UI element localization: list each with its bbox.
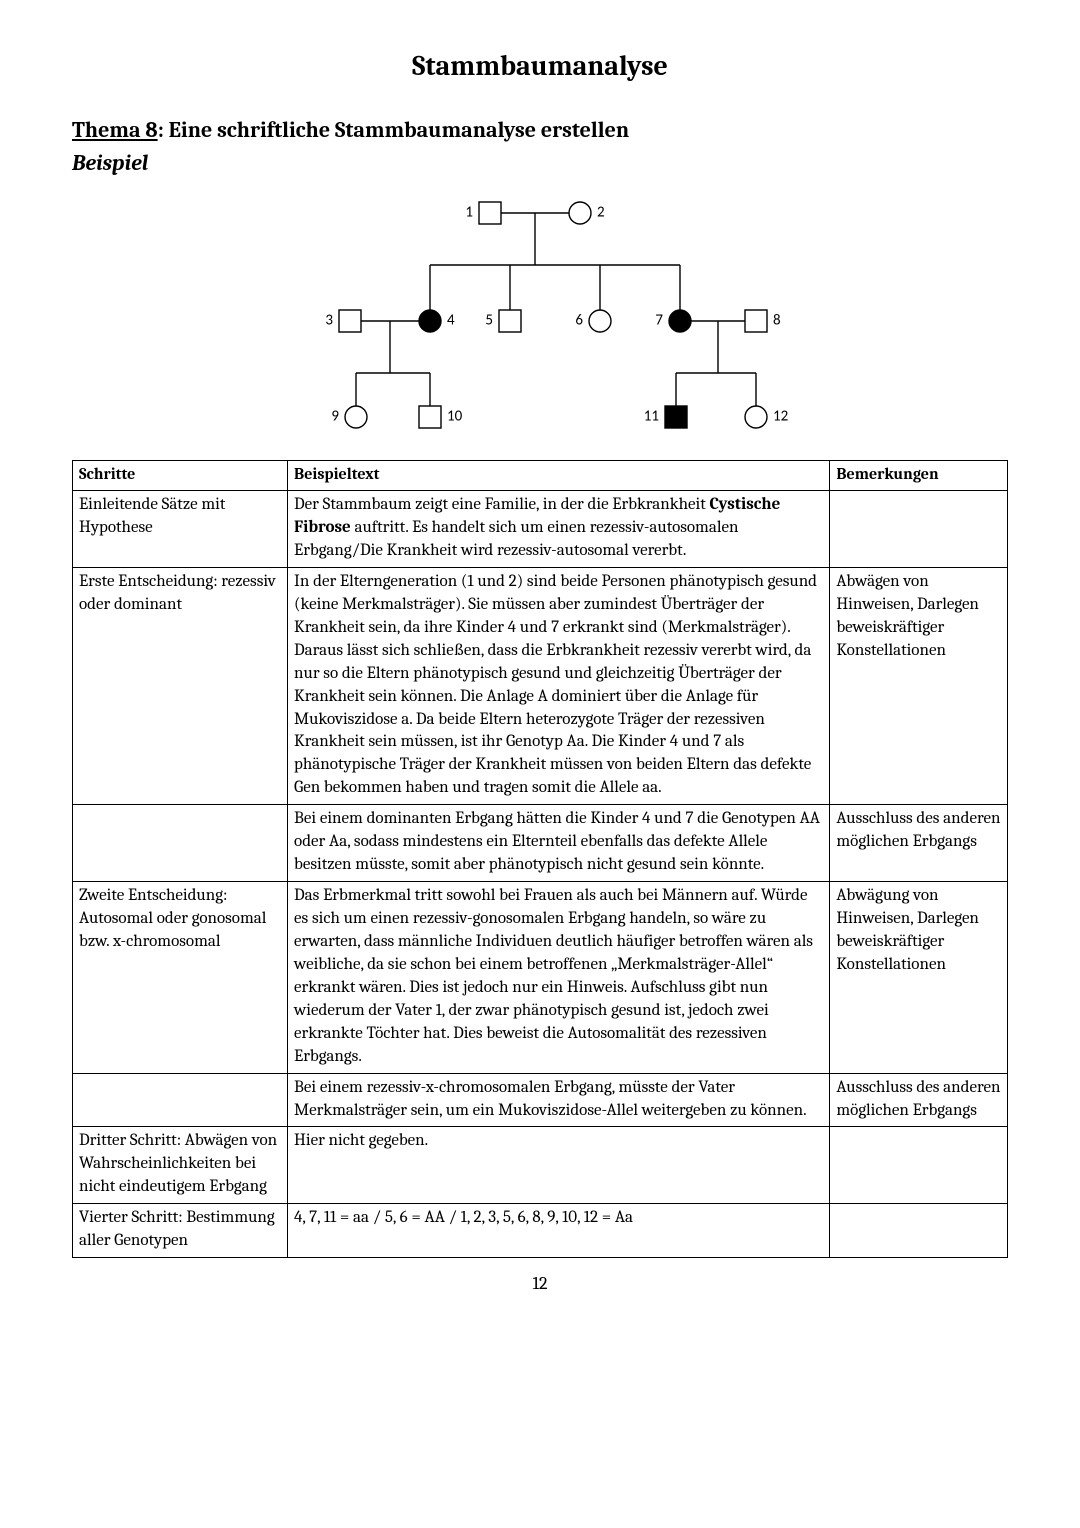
pedigree-label-2: 2: [597, 204, 605, 222]
table-row: Einleitende Sätze mit Hypothese Der Stam…: [73, 491, 1008, 568]
cell-beispiel: Bei einem rezessiv-x-chromosomalen Erbga…: [288, 1073, 830, 1127]
example-label: Beispiel: [72, 149, 1008, 179]
pedigree-label-10: 10: [447, 408, 463, 426]
pedigree-node-2: [569, 202, 591, 224]
topic-heading: Thema 8: Eine schriftliche Stammbaumanal…: [72, 116, 1008, 146]
pedigree-label-12: 12: [773, 408, 788, 426]
pedigree-node-7: [669, 310, 691, 332]
cell-beispiel: Hier nicht gegeben.: [288, 1127, 830, 1204]
pedigree-node-10: [419, 406, 441, 428]
pedigree-node-3: [339, 310, 361, 332]
cell-bemerk: [830, 491, 1008, 568]
pedigree-label-5: 5: [485, 312, 493, 330]
table-row: Bei einem dominanten Erbgang hätten die …: [73, 805, 1008, 882]
cell-beispiel: In der Elterngeneration (1 und 2) sind b…: [288, 567, 830, 804]
cell-bemerk: Ausschluss des anderen möglichen Erbgang…: [830, 805, 1008, 882]
cell-schritte: Zweite Entscheidung: Autosomal oder gono…: [73, 882, 288, 1074]
cell-bemerk: Abwägen von Hinweisen, Darlegen beweiskr…: [830, 567, 1008, 804]
cell-schritte: Vierter Schritt: Bestimmung aller Genoty…: [73, 1204, 288, 1258]
cell-bemerk: Abwägung von Hinweisen, Darlegen beweisk…: [830, 882, 1008, 1074]
table-header-row: Schritte Beispieltext Bemerkungen: [73, 461, 1008, 491]
pedigree-label-4: 4: [447, 312, 455, 330]
pedigree-node-11: [665, 406, 687, 428]
pedigree-node-12: [745, 406, 767, 428]
pedigree-label-7: 7: [655, 312, 663, 330]
pedigree-node-6: [589, 310, 611, 332]
col-header-bemerk: Bemerkungen: [830, 461, 1008, 491]
cell-schritte: [73, 1073, 288, 1127]
topic-prefix: Thema 8: [72, 117, 158, 143]
pedigree-label-8: 8: [773, 312, 781, 330]
pedigree-label-6: 6: [575, 312, 583, 330]
pedigree-label-3: 3: [325, 312, 333, 330]
pedigree-label-11: 11: [644, 408, 659, 426]
table-row: Erste Entscheidung: rezessiv oder domina…: [73, 567, 1008, 804]
topic-rest: : Eine schriftliche Stammbaumanalyse ers…: [158, 117, 630, 143]
pedigree-node-5: [499, 310, 521, 332]
cell-schritte: Erste Entscheidung: rezessiv oder domina…: [73, 567, 288, 804]
cell-bemerk: [830, 1204, 1008, 1258]
analysis-table: Schritte Beispieltext Bemerkungen Einlei…: [72, 460, 1008, 1258]
cell-schritte: Dritter Schritt: Abwägen von Wahrscheinl…: [73, 1127, 288, 1204]
cell-beispiel: 4, 7, 11 = aa / 5, 6 = AA / 1, 2, 3, 5, …: [288, 1204, 830, 1258]
pedigree-node-8: [745, 310, 767, 332]
pedigree-node-9: [345, 406, 367, 428]
pedigree-svg: 123456789101112: [280, 185, 800, 445]
cell-bemerk: Ausschluss des anderen möglichen Erbgang…: [830, 1073, 1008, 1127]
cell-beispiel: Das Erbmerkmal tritt sowohl bei Frauen a…: [288, 882, 830, 1074]
cell-schritte: Einleitende Sätze mit Hypothese: [73, 491, 288, 568]
col-header-schritte: Schritte: [73, 461, 288, 491]
cell-beispiel: Der Stammbaum zeigt eine Familie, in der…: [288, 491, 830, 568]
table-row: Bei einem rezessiv-x-chromosomalen Erbga…: [73, 1073, 1008, 1127]
table-row: Zweite Entscheidung: Autosomal oder gono…: [73, 882, 1008, 1074]
col-header-beispiel: Beispieltext: [288, 461, 830, 491]
page-title: Stammbaumanalyse: [72, 48, 1008, 86]
pedigree-label-9: 9: [331, 408, 339, 426]
page-number: 12: [72, 1272, 1008, 1296]
table-row: Vierter Schritt: Bestimmung aller Genoty…: [73, 1204, 1008, 1258]
pedigree-diagram: 123456789101112: [72, 185, 1008, 452]
cell-bemerk: [830, 1127, 1008, 1204]
pedigree-node-4: [419, 310, 441, 332]
cell-schritte: [73, 805, 288, 882]
pedigree-label-1: 1: [465, 204, 473, 222]
table-row: Dritter Schritt: Abwägen von Wahrscheinl…: [73, 1127, 1008, 1204]
cell-beispiel: Bei einem dominanten Erbgang hätten die …: [288, 805, 830, 882]
pedigree-node-1: [479, 202, 501, 224]
